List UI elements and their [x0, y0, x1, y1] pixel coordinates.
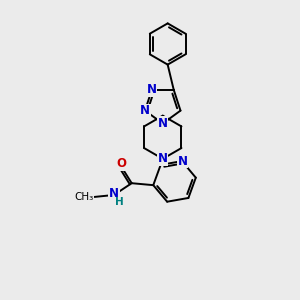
Text: O: O — [116, 157, 126, 170]
Text: N: N — [178, 154, 188, 168]
Text: N: N — [158, 152, 168, 165]
Text: H: H — [115, 197, 123, 207]
Text: N: N — [158, 117, 168, 130]
Text: N: N — [109, 188, 119, 200]
Text: CH₃: CH₃ — [74, 192, 93, 202]
Text: N: N — [140, 104, 150, 117]
Text: N: N — [147, 83, 157, 96]
